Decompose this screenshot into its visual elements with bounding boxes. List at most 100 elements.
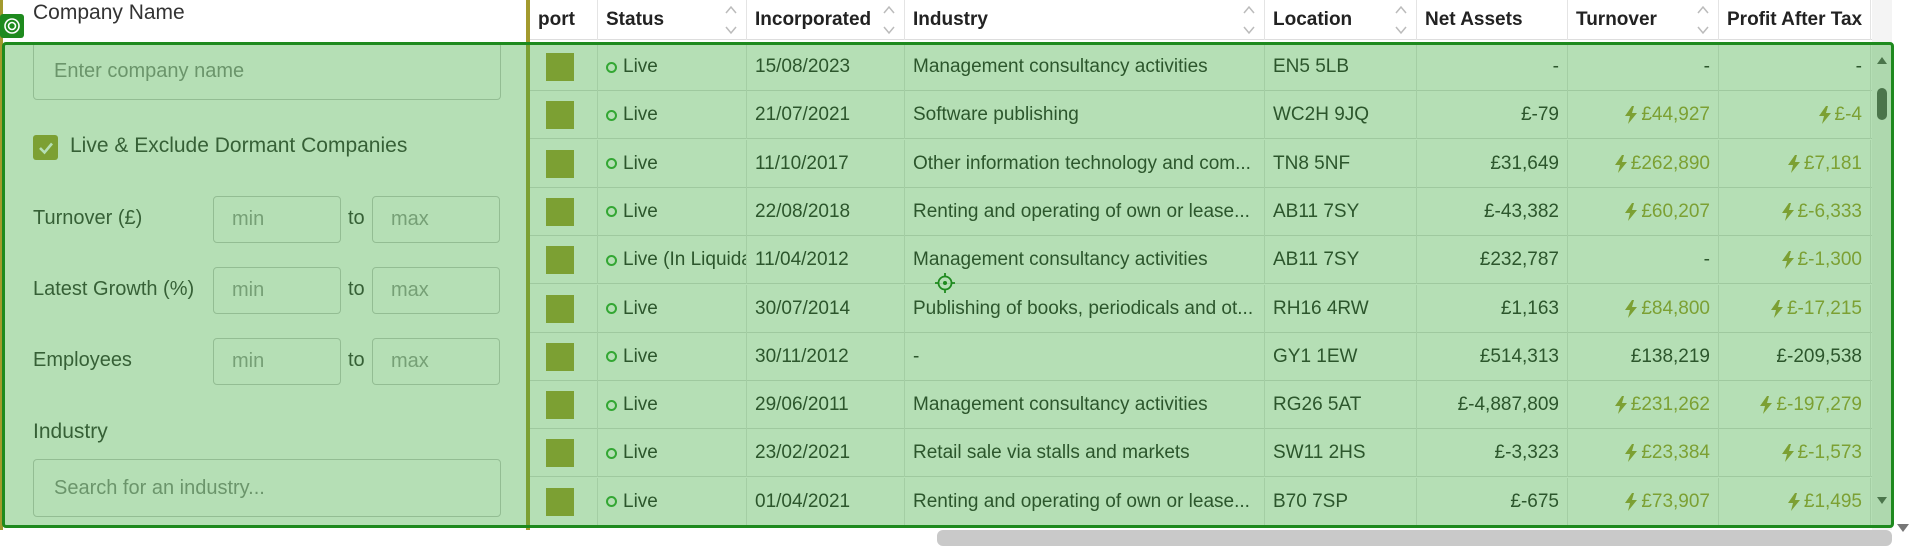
export-square[interactable] [546,101,574,130]
table-row[interactable]: Live 29/06/2011 Management consultancy act… [530,381,1892,430]
incorporated-cell: 30/07/2014 [747,284,905,333]
industry-cell: Management consultancy activities [905,43,1265,91]
incorporated-cell: 11/10/2017 [747,139,905,188]
table-header: port Status Incorporated Industry Locati… [530,0,1892,40]
live-checkbox[interactable] [33,135,58,160]
column-profit-after-tax[interactable]: Profit After Tax [1719,0,1871,40]
lightning-icon [1781,202,1794,221]
table-row[interactable]: Live 15/08/2023 Management consultancy act… [530,43,1892,91]
turnover-to-label: to [348,207,365,229]
turnover-cell: - [1568,43,1719,91]
export-cell [530,43,598,91]
growth-max-input[interactable]: max [372,267,500,314]
column-net-assets[interactable]: Net Assets [1417,0,1568,40]
location-cell: GY1 1EW [1265,332,1417,381]
companies-table: port Status Incorporated Industry Locati… [530,0,1892,530]
status-cell: Live (In Liquida [598,236,747,285]
vertical-scroll-thumb[interactable] [1877,88,1887,120]
column-profit-label: Profit After Tax [1727,9,1863,30]
profit-cell: £-197,279 [1719,381,1871,430]
industry-label: Industry [33,420,108,443]
turnover-filter: Turnover (£) min to max [33,196,503,244]
filter-panel: Company Name Enter company name Live & E… [0,0,530,547]
export-square[interactable] [546,53,574,81]
column-export-label: port [538,9,575,30]
sort-icon[interactable] [724,3,738,37]
column-export[interactable]: port [530,0,598,40]
status-text: Live [623,297,658,319]
estimated-value: £-1,573 [1781,442,1862,464]
column-status[interactable]: Status [598,0,747,40]
status-text: Live [623,345,658,367]
industry-cell: Software publishing [905,91,1265,140]
export-square[interactable] [546,439,574,468]
employees-label: Employees [33,349,132,371]
location-cell: SW11 2HS [1265,429,1417,478]
status-dot-icon [606,447,617,459]
export-square[interactable] [546,149,574,178]
export-square[interactable] [546,294,574,323]
status-cell: Live [598,332,747,381]
lightning-icon [1770,299,1783,318]
lightning-icon [1625,299,1638,318]
export-square[interactable] [546,487,574,516]
export-square[interactable] [546,342,574,371]
status-cell: Live [598,139,747,188]
status-text: Live [623,490,658,512]
vertical-scrollbar[interactable] [1872,0,1892,530]
table-row[interactable]: Live (In Liquida 11/04/2012 Management con… [530,236,1892,285]
profit-cell: - [1719,43,1871,91]
industry-cell: Renting and operating of own or lease... [905,477,1265,526]
table-row[interactable]: Live 30/11/2012- GY1 1EW £514,313 £138,219 £-… [530,332,1892,381]
turnover-cell: £23,384 [1568,429,1719,478]
scroll-down-arrow-icon[interactable] [1896,522,1910,534]
sort-icon[interactable] [1394,3,1408,37]
scroll-down-arrow-icon[interactable] [1876,496,1888,506]
profit-cell: £7,181 [1719,139,1871,188]
growth-min-input[interactable]: min [213,267,341,314]
profit-cell: £-4 [1719,91,1871,140]
turnover-min-input[interactable]: min [213,196,341,243]
live-checkbox-label: Live & Exclude Dormant Companies [70,134,408,157]
horizontal-scrollbar[interactable] [937,530,1892,546]
column-location[interactable]: Location [1265,0,1417,40]
turnover-cell: £84,800 [1568,284,1719,333]
status-text: Live [623,152,658,174]
scroll-up-arrow-icon[interactable] [1876,55,1888,65]
sort-icon[interactable] [1696,3,1710,37]
table-row[interactable]: Live 21/07/2021 Software publishing WC2H 9J… [530,91,1892,140]
turnover-max-input[interactable]: max [372,196,500,243]
company-name-input[interactable]: Enter company name [33,42,501,100]
column-incorporated[interactable]: Incorporated [747,0,905,40]
location-cell: TN8 5NF [1265,139,1417,188]
growth-filter: Latest Growth (%) min to max [33,267,503,315]
target-icon [0,14,24,38]
employees-min-input[interactable]: min [213,338,341,385]
export-square[interactable] [546,246,574,275]
turnover-cell: £231,262 [1568,381,1719,430]
table-row[interactable]: Live 22/08/2018 Renting and operating of o… [530,187,1892,236]
incorporated-cell: 11/04/2012 [747,236,905,285]
column-turnover-label: Turnover [1576,9,1657,30]
status-text: Live (In Liquida [623,249,747,271]
column-industry[interactable]: Industry [905,0,1265,40]
lightning-icon [1625,444,1638,463]
export-square[interactable] [546,391,574,420]
lightning-icon [1614,154,1627,173]
export-square[interactable] [546,197,574,226]
sort-icon[interactable] [882,3,896,37]
estimated-value: £-1,300 [1781,249,1862,271]
column-location-label: Location [1273,9,1353,30]
profit-cell: £1,495 [1719,477,1871,526]
table-row[interactable]: Live 23/02/2021 Retail sale via stalls and… [530,429,1892,478]
column-turnover[interactable]: Turnover [1568,0,1719,40]
status-dot-icon [606,109,617,121]
table-row[interactable]: Live 30/07/2014 Publishing of books, perio… [530,284,1892,333]
sort-icon[interactable] [1242,3,1256,37]
incorporated-cell: 22/08/2018 [747,187,905,236]
industry-search-input[interactable]: Search for an industry... [33,459,501,517]
table-row[interactable]: Live 11/10/2017 Other information technolo… [530,139,1892,188]
employees-max-input[interactable]: max [372,338,500,385]
table-row[interactable]: Live 01/04/2021 Renting and operating of o… [530,477,1892,526]
location-cell: EN5 5LB [1265,43,1417,91]
